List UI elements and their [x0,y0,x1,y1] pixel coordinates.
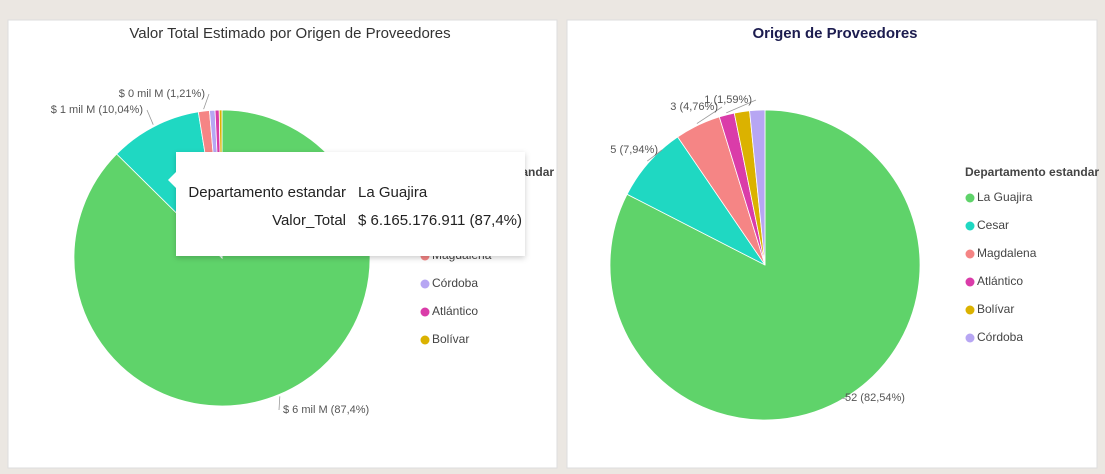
data-label: $ 0 mil M (1,21%) [119,88,205,100]
legend-marker [420,335,430,345]
leader-line [696,106,723,124]
chart-title: Origen de Proveedores [752,25,917,42]
legend-marker [420,307,430,317]
legend-label: Bolívar [432,332,469,346]
legend-marker [965,221,975,231]
legend-marker [965,193,975,203]
tooltip-box [176,152,525,256]
data-label: $ 6 mil M (87,4%) [283,404,369,416]
legend-marker [965,333,975,343]
legend-marker [965,277,975,287]
legend-label: Cesar [977,218,1009,232]
tooltip-key: Valor_Total [272,212,346,229]
legend-label: Bolívar [977,302,1014,316]
tooltip: Departamento estandar La Guajira Valor_Tot… [168,152,525,256]
legend-label: Córdoba [977,330,1023,344]
legend-label: Atlántico [432,304,478,318]
pie-slice [749,109,766,266]
data-label: 3 (4,76%) [670,101,718,113]
legend-label: Córdoba [432,276,478,290]
leader-line [726,99,757,114]
legend-label: Atlántico [977,274,1023,288]
legend-marker [965,305,975,315]
tooltip-value: La Guajira [358,184,428,201]
data-label: 5 (7,94%) [610,144,658,156]
data-label: 1 (1,59%) [704,94,752,106]
leader-line [647,149,663,162]
data-label: $ 1 mil M (10,04%) [51,104,143,116]
legend-marker [965,249,975,259]
tooltip-value: $ 6.165.176.911 (87,4%) [358,212,522,229]
chart-title: Valor Total Estimado por Origen de Prove… [129,25,450,42]
legend-label: Magdalena [977,246,1037,260]
data-label: 52 (82,54%) [845,392,905,404]
leader-line [203,93,210,110]
leader-line [278,396,281,411]
legend-title: Departamento estandar [965,165,1099,179]
leader-line [840,397,847,400]
tooltip-key: Departamento estandar [188,184,346,201]
chart: 52 (82,54%) 5 (7,94%) 3 (4,76%)1 (1,59%) De… [609,94,1099,421]
legend-marker [420,279,430,289]
leader-line [146,109,154,125]
legend-label: La Guajira [977,190,1033,204]
tooltip-pointer [168,172,176,188]
